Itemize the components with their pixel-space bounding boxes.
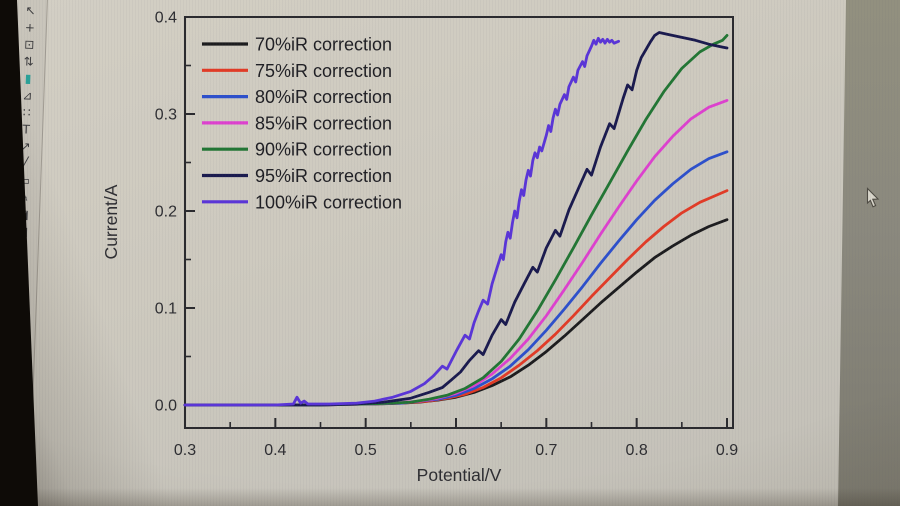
x-tick-label: 0.3 [174, 442, 196, 459]
zoom-tool-icon[interactable]: ⊡ [23, 37, 35, 52]
y-tick-label: 0.4 [155, 10, 177, 27]
legend-entry[interactable]: 90%iR correction [202, 140, 392, 160]
legend-entry[interactable]: 100%iR correction [202, 192, 402, 212]
y-axis-title: Current/A [101, 184, 121, 259]
legend-label: 80%iR correction [255, 87, 392, 107]
y-tick-label: 0.1 [155, 301, 177, 318]
plot-frame [184, 16, 734, 429]
legend-entry[interactable]: 95%iR correction [202, 166, 392, 186]
legend-label: 75%iR correction [255, 61, 392, 81]
y-tick-label: 0.2 [155, 204, 177, 221]
legend-label: 95%iR correction [255, 166, 392, 186]
x-tick-label: 0.9 [716, 442, 738, 459]
x-tick-label: 0.6 [445, 442, 467, 459]
mask-tool-icon[interactable]: ▮ [24, 71, 32, 86]
series-curve[interactable] [183, 189, 729, 407]
move-tool-icon[interactable]: + [24, 20, 36, 35]
series-curve[interactable] [183, 150, 729, 407]
series-curve[interactable] [183, 36, 620, 407]
workspace-gray-area [838, 0, 900, 506]
graph-page: 0.3 0.4 0.5 0.6 0.7 0.8 0.9 0.0 0.1 0.2 0.3 0.4 Pote… [90, 0, 810, 506]
x-tick-label: 0.4 [264, 442, 286, 459]
legend-entry[interactable]: 85%iR correction [202, 113, 392, 133]
series-curve[interactable] [183, 34, 729, 407]
legend-entry[interactable]: 80%iR correction [202, 87, 392, 107]
legend-label: 70%iR correction [255, 35, 392, 55]
y-tick-label: 0.3 [155, 107, 177, 124]
x-axis-title: Potential/V [417, 465, 502, 485]
data-reader-tool-icon[interactable]: ⇅ [23, 54, 34, 69]
legend-label: 85%iR correction [255, 113, 392, 133]
x-tick-label: 0.5 [355, 442, 377, 459]
legend-entry[interactable]: 70%iR correction [202, 35, 392, 55]
legend-label: 100%iR correction [255, 192, 402, 212]
legend-entry[interactable]: 75%iR correction [202, 61, 392, 81]
y-tick-label: 0.0 [155, 398, 177, 415]
x-tick-label: 0.7 [535, 442, 557, 459]
pointer-tool-icon[interactable]: ↖ [25, 3, 36, 18]
series-curve[interactable] [183, 31, 729, 407]
legend-label: 90%iR correction [255, 140, 392, 160]
x-tick-label: 0.8 [626, 442, 648, 459]
chart-svg: 0.3 0.4 0.5 0.6 0.7 0.8 0.9 0.0 0.1 0.2 0.3 0.4 Pote… [101, 10, 738, 486]
